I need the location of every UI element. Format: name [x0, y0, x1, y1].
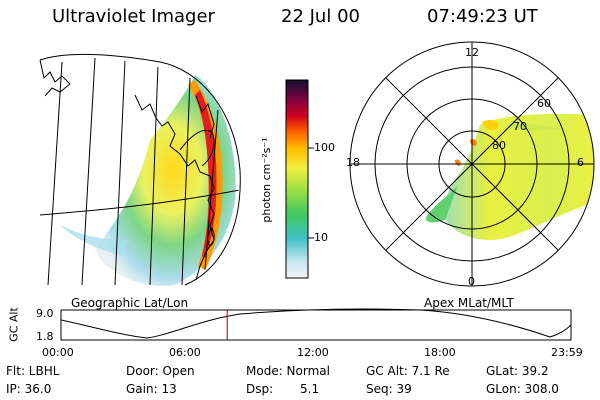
status-glon: GLon: 308.0	[486, 382, 559, 396]
status-gc-alt: GC Alt: 7.1 Re	[366, 364, 450, 378]
x-tick-1800: 18:00	[424, 346, 456, 359]
mlat-70-label: 70	[513, 120, 527, 133]
x-tick-0000: 00:00	[42, 346, 74, 359]
polar-panel-label: Apex MLat/MLT	[424, 296, 514, 310]
x-tick-2359: 23:59	[551, 346, 583, 359]
mlt-0-label: 0	[468, 275, 475, 288]
geographic-panel-label: Geographic Lat/Lon	[71, 296, 189, 310]
x-tick-0600: 06:00	[169, 346, 201, 359]
mlat-60-label: 60	[537, 97, 551, 110]
status-mode: Mode: Normal	[246, 364, 330, 378]
colorbar-tick-100: 100	[314, 141, 335, 154]
status-filter: Flt: LBHL	[6, 364, 60, 378]
mlat-80-label: 80	[492, 139, 506, 152]
x-tick-1200: 12:00	[297, 346, 329, 359]
status-seq: Seq: 39	[366, 382, 412, 396]
mlt-18-label: 18	[346, 156, 360, 169]
status-dsp-label: Dsp:	[246, 382, 274, 396]
observation-date: 22 Jul 00	[281, 6, 360, 27]
colorbar-tick-10: 10	[314, 231, 328, 244]
status-gain: Gain: 13	[126, 382, 177, 396]
status-ip: IP: 36.0	[6, 382, 52, 396]
status-glat: GLat: 39.2	[486, 364, 549, 378]
mlt-12-label: 12	[465, 46, 479, 59]
observation-time: 07:49:23 UT	[427, 6, 538, 27]
status-dsp-value: 5.1	[300, 382, 320, 396]
status-door: Door: Open	[126, 364, 195, 378]
instrument-title: Ultraviolet Imager	[52, 6, 215, 27]
altitude-y-max: 9.0	[36, 307, 54, 320]
mlt-6-label: 6	[577, 156, 584, 169]
altitude-y-min: 1.8	[36, 330, 54, 343]
